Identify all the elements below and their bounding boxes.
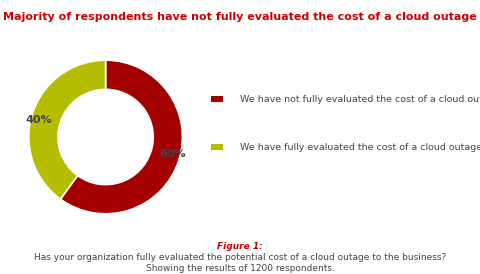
Wedge shape (29, 60, 106, 199)
Text: Figure 1:: Figure 1: (217, 242, 263, 252)
Text: Majority of respondents have not fully evaluated the cost of a cloud outage: Majority of respondents have not fully e… (3, 12, 477, 22)
Text: Has your organization fully evaluated the potential cost of a cloud outage to th: Has your organization fully evaluated th… (34, 253, 446, 273)
Text: We have not fully evaluated the cost of a cloud outage: We have not fully evaluated the cost of … (240, 95, 480, 104)
Wedge shape (60, 60, 182, 214)
Text: 40%: 40% (25, 115, 52, 125)
Text: 60%: 60% (159, 149, 186, 159)
Text: We have fully evaluated the cost of a cloud outage: We have fully evaluated the cost of a cl… (240, 143, 480, 152)
